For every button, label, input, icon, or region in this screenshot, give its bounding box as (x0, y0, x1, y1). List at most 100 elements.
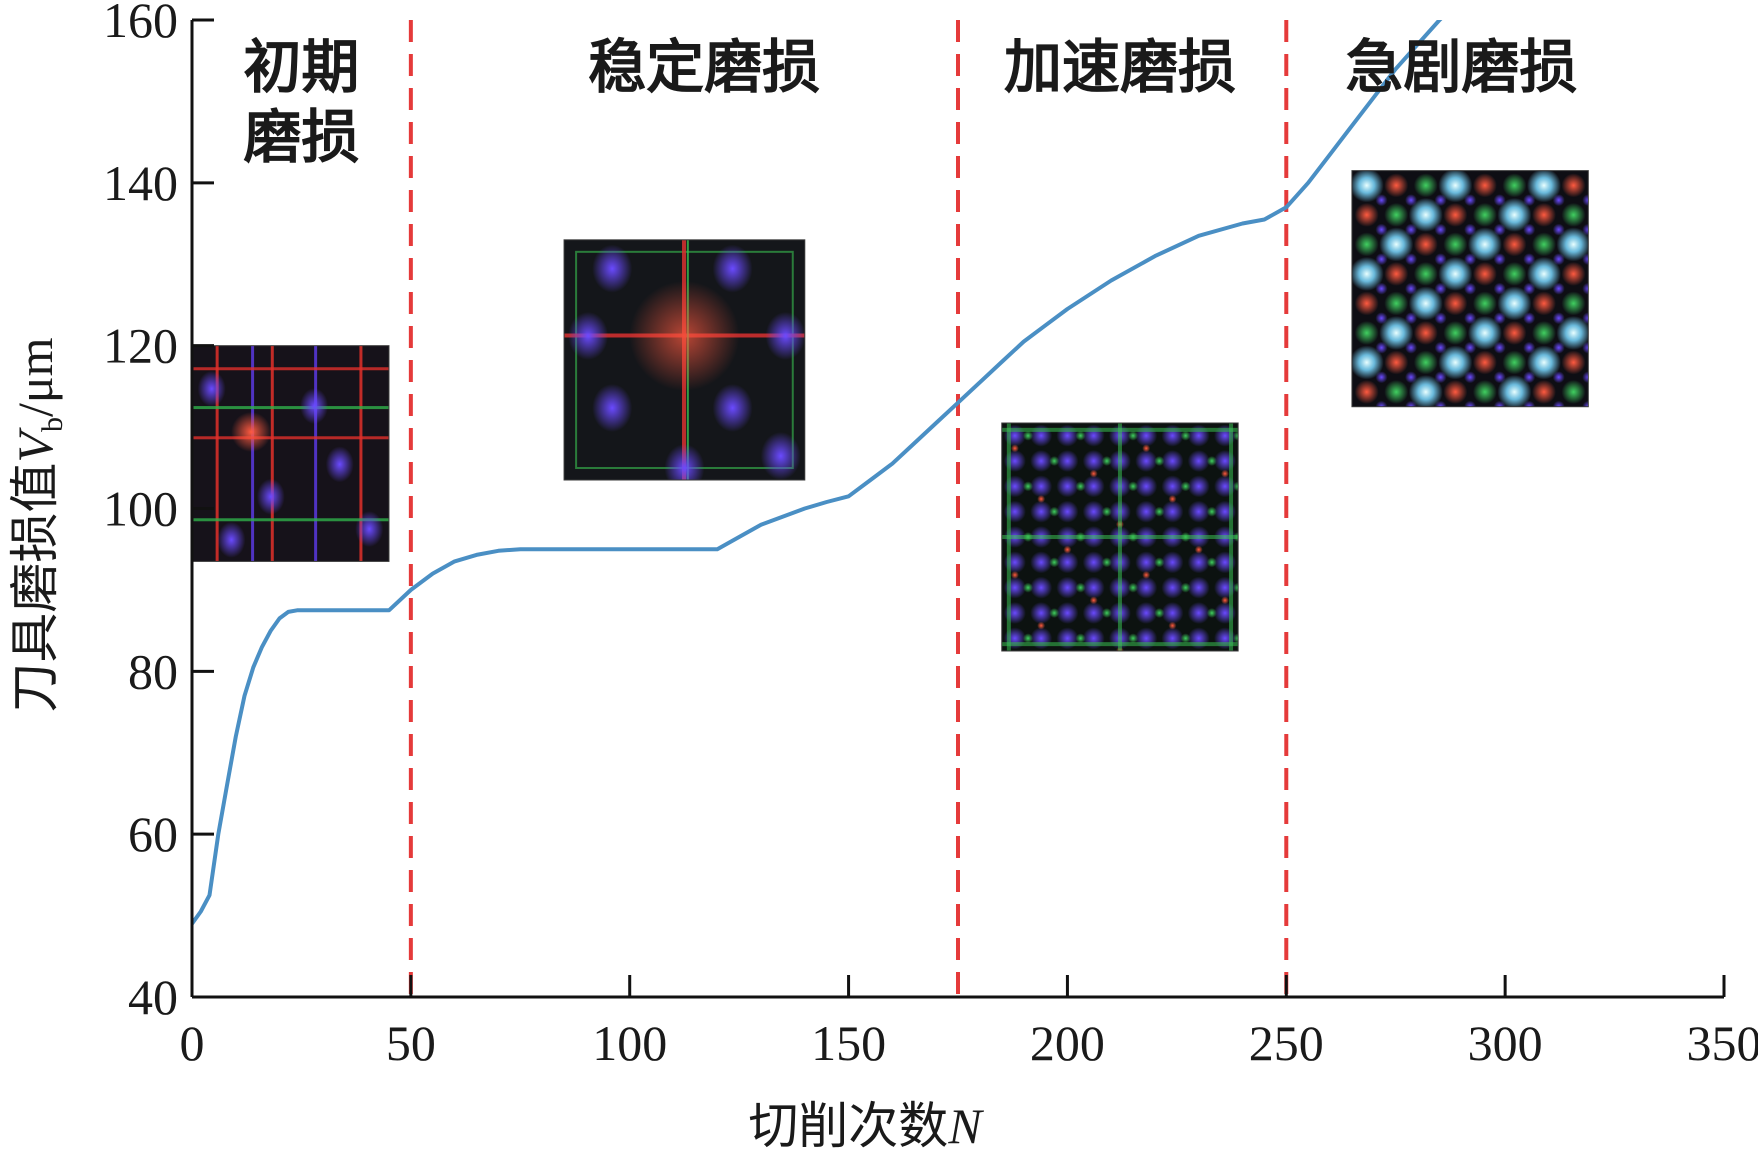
inset-spot (1497, 374, 1532, 407)
inset-spot (1408, 286, 1443, 321)
inset-spot (1375, 282, 1388, 295)
inset-spot (1375, 371, 1388, 384)
inset-spot (217, 521, 246, 558)
inset-spot (1434, 400, 1447, 407)
inset-stripe (1001, 534, 1239, 539)
inset-spot (1056, 601, 1079, 624)
inset-spot (1384, 173, 1409, 198)
inset-spot (256, 478, 285, 515)
inset-spot (1438, 345, 1473, 380)
inset-spot (1438, 256, 1473, 291)
inset-spot (1582, 282, 1589, 295)
inset-stripe (270, 345, 274, 562)
inset-spot (1135, 576, 1158, 599)
inset-spot (1030, 551, 1053, 574)
inset-spot (1561, 173, 1586, 198)
inset-spot (1561, 350, 1586, 375)
inset-spot (1443, 291, 1468, 316)
severe-wear-micrograph (1351, 170, 1589, 408)
inset-spot (1187, 576, 1210, 599)
wear-curve-layer (192, 20, 1443, 926)
axes: 0 50 100 150 200 250 300 350 40 60 80 100 120 140 160 (103, 0, 1758, 1071)
inset-spot (1561, 261, 1586, 286)
inset-spot (1531, 232, 1556, 257)
inset-spot (1582, 400, 1589, 407)
inset-spot (1497, 197, 1532, 232)
inset-spot (1187, 601, 1210, 624)
inset-spot (1413, 261, 1438, 286)
inset-spot (1161, 500, 1184, 523)
inset-spot (712, 383, 753, 432)
inset-spot (1552, 194, 1565, 207)
inset-stripe (1229, 423, 1234, 651)
x-tick-label: 350 (1687, 1015, 1758, 1071)
inset-spot (1464, 194, 1477, 207)
inset-stripe (359, 345, 363, 562)
inset-spot (1082, 450, 1105, 473)
inset-spot (1030, 601, 1053, 624)
inset-spot (1413, 320, 1438, 345)
inset-spot (1413, 173, 1438, 198)
inset-spot (1502, 320, 1527, 345)
stable-wear-micrograph (563, 239, 806, 481)
inset-spot (1351, 256, 1384, 291)
inset-spot (1135, 450, 1158, 473)
inset-stripe (215, 345, 219, 562)
inset-spot (1384, 350, 1409, 375)
inset-spot (592, 383, 633, 432)
x-tick-label: 250 (1249, 1015, 1324, 1071)
inset-spot (664, 444, 705, 481)
x-tick-label: 100 (592, 1015, 667, 1071)
phase-label: 稳定磨损 (588, 33, 820, 101)
x-tick-label: 150 (811, 1015, 886, 1071)
phase-label: 急剧磨损 (1345, 33, 1577, 101)
inset-spot (1472, 202, 1497, 227)
inset-spot (1375, 194, 1388, 207)
inset-spot (1375, 400, 1388, 407)
inset-spot (1384, 379, 1409, 404)
inset-stripe (1001, 642, 1239, 647)
inset-spot (1135, 475, 1158, 498)
inset-spot (1082, 500, 1105, 523)
inset-spot (1552, 282, 1565, 295)
inset-spot (592, 244, 633, 293)
inset-spot (1472, 261, 1497, 286)
y-tick-label: 100 (103, 481, 178, 537)
inset-spot (1582, 194, 1589, 207)
inset-stripe (251, 345, 255, 562)
inset-spot (1526, 170, 1561, 203)
x-axis-title: 切削次数N (748, 1097, 984, 1155)
inset-spot (1552, 400, 1565, 407)
inset-spot (1233, 582, 1239, 593)
inset-spot (1526, 345, 1561, 380)
inset-spot (1082, 601, 1105, 624)
inset-spot (1438, 170, 1473, 203)
inset-spot (1502, 232, 1527, 257)
inset-spot (1413, 232, 1438, 257)
inset-spot (1497, 286, 1532, 321)
inset-spot (1531, 202, 1556, 227)
inset-spot (1556, 227, 1589, 262)
inset-spot (1233, 481, 1239, 492)
inset-spot (1531, 320, 1556, 345)
inset-spot (1384, 202, 1409, 227)
inset-spot (1502, 173, 1527, 198)
inset-spot (1472, 173, 1497, 198)
inset-spot (1561, 291, 1586, 316)
inset-spot (1082, 576, 1105, 599)
phase-label: 初期磨损 (243, 33, 359, 171)
inset-spot (197, 370, 226, 407)
inset-spot (1354, 202, 1379, 227)
inset-spot (1233, 633, 1239, 644)
y-axis-title: 刀具磨损值Vb/μm (6, 337, 69, 712)
inset-spot (1405, 253, 1418, 266)
inset-spot (1056, 576, 1079, 599)
inset-spot (1354, 232, 1379, 257)
inset-spot (1161, 601, 1184, 624)
inset-spot (1472, 291, 1497, 316)
inset-spot (629, 280, 740, 391)
phase-labels: 初期磨损 稳定磨损 加速磨损 急剧磨损 (243, 33, 1577, 171)
inset-spot (1030, 576, 1053, 599)
inset-stripe (192, 518, 389, 522)
inset-spot (1354, 320, 1379, 345)
